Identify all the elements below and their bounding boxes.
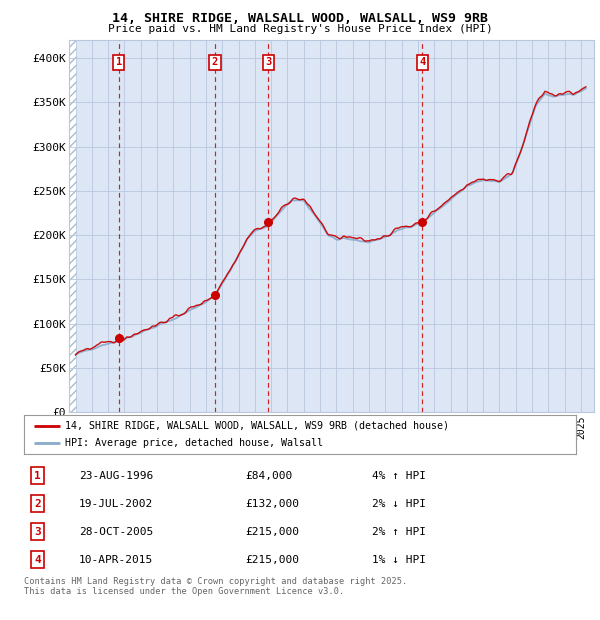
Text: 4% ↑ HPI: 4% ↑ HPI bbox=[372, 471, 426, 480]
Text: 10-APR-2015: 10-APR-2015 bbox=[79, 554, 154, 565]
Text: Contains HM Land Registry data © Crown copyright and database right 2025.
This d: Contains HM Land Registry data © Crown c… bbox=[24, 577, 407, 596]
Text: 28-OCT-2005: 28-OCT-2005 bbox=[79, 526, 154, 536]
Text: 14, SHIRE RIDGE, WALSALL WOOD, WALSALL, WS9 9RB (detached house): 14, SHIRE RIDGE, WALSALL WOOD, WALSALL, … bbox=[65, 421, 449, 431]
Text: 1: 1 bbox=[34, 471, 41, 480]
Text: 1: 1 bbox=[116, 58, 122, 68]
Text: 14, SHIRE RIDGE, WALSALL WOOD, WALSALL, WS9 9RB: 14, SHIRE RIDGE, WALSALL WOOD, WALSALL, … bbox=[112, 12, 488, 25]
Text: 3: 3 bbox=[34, 526, 41, 536]
Text: 2% ↑ HPI: 2% ↑ HPI bbox=[372, 526, 426, 536]
Text: 4: 4 bbox=[419, 58, 425, 68]
Text: £215,000: £215,000 bbox=[245, 526, 299, 536]
Text: 23-AUG-1996: 23-AUG-1996 bbox=[79, 471, 154, 480]
Text: 3: 3 bbox=[265, 58, 272, 68]
Text: £215,000: £215,000 bbox=[245, 554, 299, 565]
Text: 2: 2 bbox=[34, 498, 41, 508]
Text: 1% ↓ HPI: 1% ↓ HPI bbox=[372, 554, 426, 565]
Text: £132,000: £132,000 bbox=[245, 498, 299, 508]
Text: £84,000: £84,000 bbox=[245, 471, 292, 480]
Text: 19-JUL-2002: 19-JUL-2002 bbox=[79, 498, 154, 508]
Text: HPI: Average price, detached house, Walsall: HPI: Average price, detached house, Wals… bbox=[65, 438, 323, 448]
Text: 2% ↓ HPI: 2% ↓ HPI bbox=[372, 498, 426, 508]
Bar bbox=[69, 40, 77, 412]
Text: 4: 4 bbox=[34, 554, 41, 565]
Text: Price paid vs. HM Land Registry's House Price Index (HPI): Price paid vs. HM Land Registry's House … bbox=[107, 24, 493, 33]
Text: 2: 2 bbox=[212, 58, 218, 68]
